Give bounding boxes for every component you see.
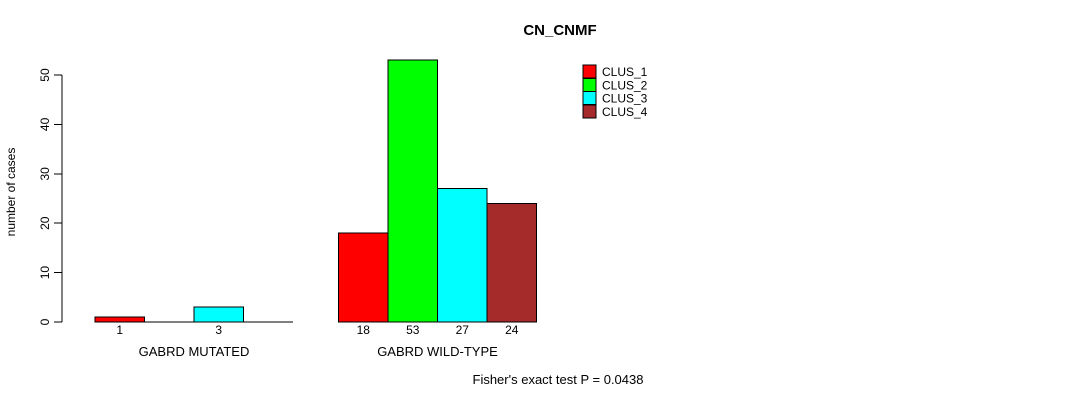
legend-swatch-clus_1 [582,64,597,79]
category-label: GABRD WILD-TYPE [377,344,498,359]
bar-value-labels: 1 3 18 53 27 24 [116,323,518,337]
y-axis-label: number of cases [4,148,18,237]
y-tick-label: 20 [38,216,52,230]
y-tick-label: 40 [38,117,52,131]
bar-value-label: 53 [406,323,420,337]
y-tick-label: 10 [38,266,52,280]
bar-clus_3 [437,188,488,323]
bar-value-label: 3 [215,323,222,337]
fisher-test-annotation: Fisher's exact test P = 0.0438 [473,372,644,387]
bar-value-label: 27 [456,323,470,337]
legend-label-clus_1: CLUS_1 [602,65,648,79]
bar-clus_3 [193,306,244,323]
legend-swatch-clus_2 [582,77,597,92]
y-tick-label: 50 [38,68,52,82]
category-label: GABRD MUTATED [139,344,250,359]
bar-clus_1 [338,232,389,323]
group-labels: GABRD MUTATED GABRD WILD-TYPE [139,344,499,359]
y-tick-label: 30 [38,167,52,181]
y-axis: 0 10 20 30 40 50 [38,68,63,325]
bar-value-label: 18 [357,323,371,337]
legend-label-clus_2: CLUS_2 [602,78,648,92]
bar-value-label: 1 [116,323,123,337]
y-tick-label: 0 [38,318,52,325]
bar-clus_1 [94,316,145,323]
chart-title: CN_CNMF [523,22,596,39]
bar-clus_2 [387,59,438,323]
legend-swatch-clus_4 [582,104,597,119]
legend-label-clus_4: CLUS_4 [602,105,648,119]
bar-clus_4 [486,202,537,323]
bars-layer [94,59,537,323]
legend-swatch-clus_3 [582,91,597,106]
bar-value-label: 24 [505,323,519,337]
legend-label-clus_3: CLUS_3 [602,92,648,106]
